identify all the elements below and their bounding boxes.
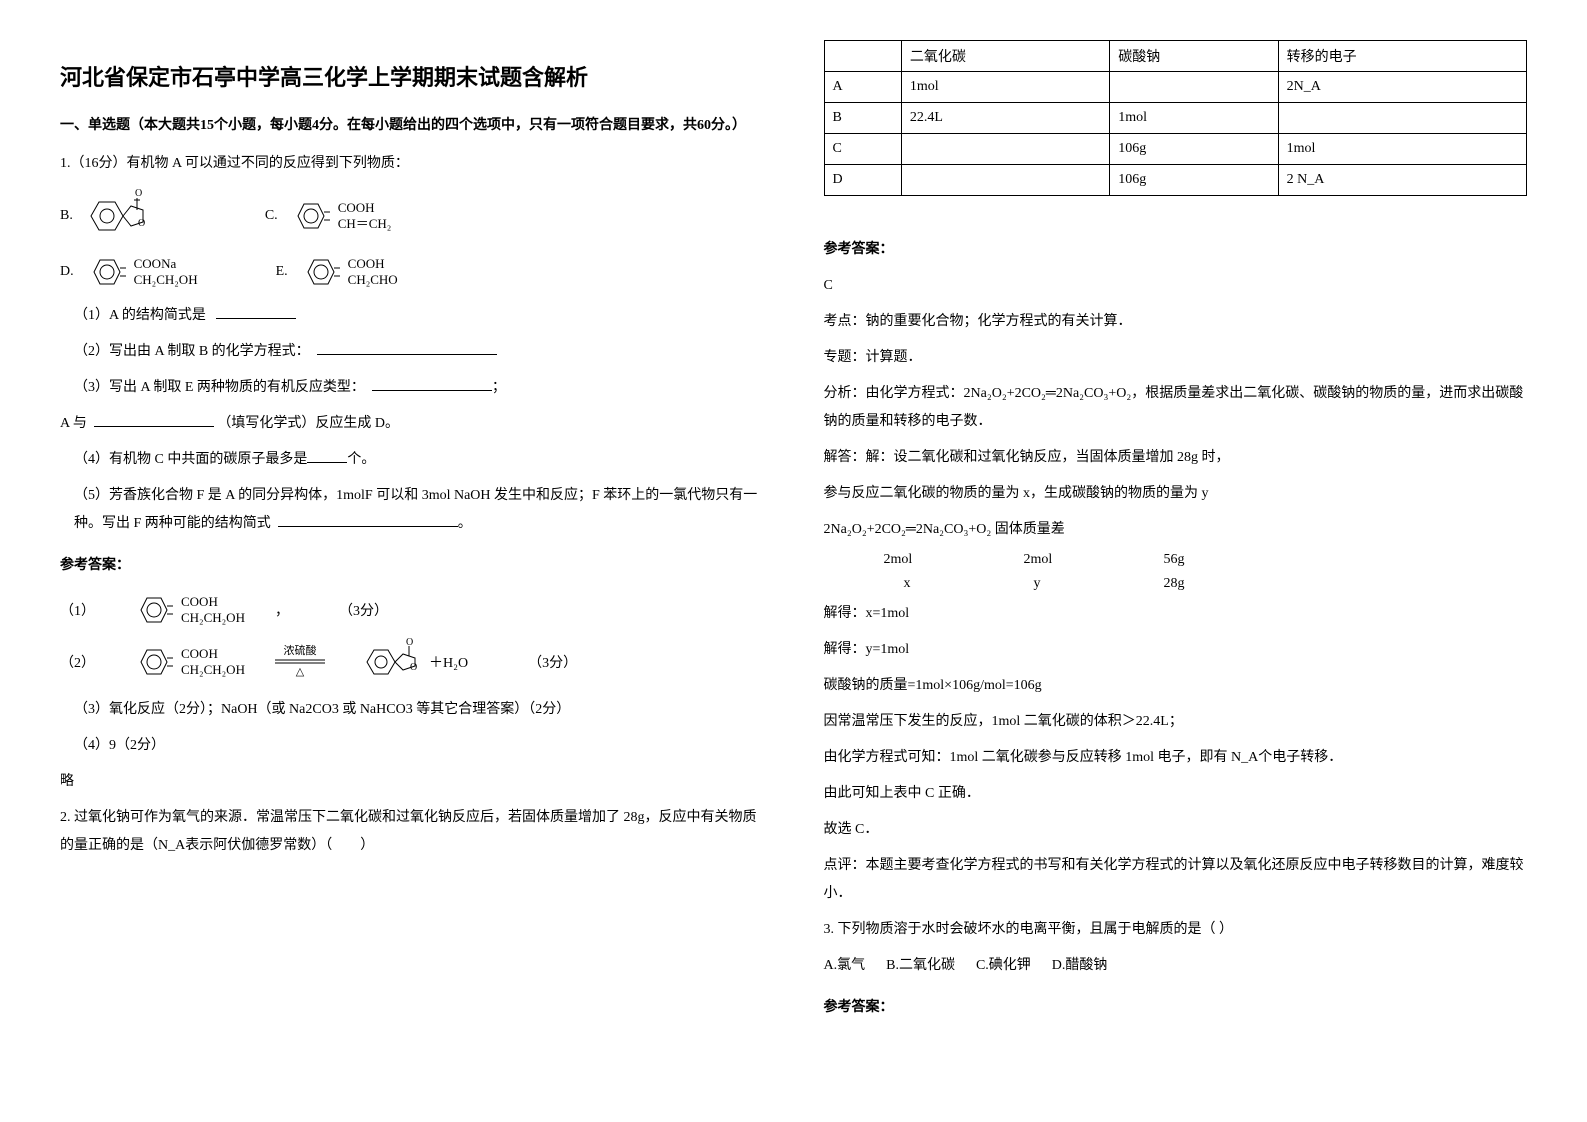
q3-text: 3. 下列物质溶于水时会破坏水的电离平衡，且属于电解质的是（ ） <box>824 916 1528 944</box>
jiedai-intro: 解答：解：设二氧化碳和过氧化钠反应，当固体质量增加 28g 时， <box>824 444 1528 472</box>
mass-calc: 碳酸钠的质量=1mol×106g/mol=106g <box>824 672 1528 700</box>
answer-omit: 略 <box>60 768 764 796</box>
q1-sub2: （2）写出由 A 制取 B 的化学方程式： <box>74 338 764 366</box>
page-title: 河北省保定市石亭中学高三化学上学期期末试题含解析 <box>60 60 764 92</box>
fenxi: 分析：由化学方程式：2Na₂O₂+2CO₂═2Na₂CO₃+O₂，根据质量差求出… <box>824 380 1528 436</box>
table-cell: 1mol <box>1110 103 1278 134</box>
svg-text:O: O <box>410 662 417 673</box>
q1-intro: 1.（16分）有机物 A 可以通过不同的反应得到下列物质： <box>60 150 764 178</box>
blank-fill <box>278 512 458 527</box>
structures-row-1: B. O O C. <box>60 186 764 246</box>
blank-fill <box>372 376 492 391</box>
jiedai-eq: 2Na₂O₂+2CO₂═2Na₂CO₃+O₂ 固体质量差 <box>824 516 1528 544</box>
table-cell: 2N_A <box>1278 72 1526 103</box>
table-cell <box>824 41 901 72</box>
table-row: C 106g 1mol <box>824 134 1527 165</box>
table-cell: 106g <box>1110 165 1278 196</box>
table-row: 二氧化碳 碳酸钠 转移的电子 <box>824 41 1527 72</box>
solve-y: 解得：y=1mol <box>824 636 1528 664</box>
table-cell <box>1110 72 1278 103</box>
table-cell: 2 N_A <box>1278 165 1526 196</box>
answer-letter: C <box>824 272 1528 300</box>
section-1-heading: 一、单选题（本大题共15个小题，每小题4分。在每小题给出的四个选项中，只有一项符… <box>60 112 764 140</box>
table-cell: 二氧化碳 <box>901 41 1109 72</box>
benzene-ring-icon <box>129 588 173 632</box>
svg-text:O: O <box>138 218 145 229</box>
table-cell: 碳酸钠 <box>1110 41 1278 72</box>
table-cell: C <box>824 134 901 165</box>
blank-fill <box>216 304 296 319</box>
d-substituents: COONa CH₂CH₂OH <box>134 256 198 287</box>
structure-d: D. COONa CH₂CH₂OH <box>60 250 198 294</box>
table-cell: 1mol <box>1278 134 1526 165</box>
table-cell: A <box>824 72 901 103</box>
q3-options: A.氯气 B.二氧化碳 C.碘化钾 D.醋酸钠 <box>824 952 1528 980</box>
q1-sub5: （5）芳香族化合物 F 是 A 的同分异构体，1molF 可以和 3mol Na… <box>74 482 764 538</box>
final-pick: 故选 C． <box>824 816 1528 844</box>
zhuanti: 专题：计算题． <box>824 344 1528 372</box>
q2-text: 2. 过氧化钠可作为氧气的来源．常温常压下二氧化碳和过氧化钠反应后，若固体质量增… <box>60 804 764 860</box>
svg-text:O: O <box>135 188 142 199</box>
table-cell <box>901 165 1109 196</box>
structure-e: E. COOH CH₂CHO <box>276 250 398 294</box>
benzene-fused-icon: O O <box>359 636 421 688</box>
conclusion: 由此可知上表中 C 正确． <box>824 780 1528 808</box>
blank-fill <box>94 412 214 427</box>
q1-sub3b: A 与 （填写化学式）反应生成 D。 <box>60 410 764 438</box>
reaction-arrow: 浓硫酸 △ <box>275 646 325 678</box>
benzene-ring-icon <box>296 250 340 294</box>
kaodian: 考点：钠的重要化合物；化学方程式的有关计算． <box>824 308 1528 336</box>
ref-answer-heading-3: 参考答案： <box>824 994 1528 1022</box>
table-cell <box>1278 103 1526 134</box>
structure-b: B. O O <box>60 186 155 246</box>
answer-2: （2） COOH CH₂CH₂OH 浓硫酸 △ O <box>60 636 764 688</box>
c-substituents: COOH CH＝CH₂ <box>338 200 392 231</box>
svg-text:O: O <box>406 637 413 648</box>
answer-4: （4）9（2分） <box>74 732 764 760</box>
dianping: 点评：本题主要考查化学方程式的书写和有关化学方程式的计算以及氧化还原反应中电子转… <box>824 852 1528 908</box>
table-cell: B <box>824 103 901 134</box>
benzene-ring-icon <box>82 250 126 294</box>
ans2-reactant-sub: COOH CH₂CH₂OH <box>181 646 245 677</box>
solve-x: 解得：x=1mol <box>824 600 1528 628</box>
structure-c: C. COOH CH＝CH₂ <box>265 194 392 238</box>
table-cell: 1mol <box>901 72 1109 103</box>
benzene-ring-icon <box>286 194 330 238</box>
blank-fill <box>317 340 497 355</box>
table-cell <box>901 134 1109 165</box>
right-column: 二氧化碳 碳酸钠 转移的电子 A 1mol 2N_A B 22.4L 1mol … <box>824 40 1528 1030</box>
table-row: B 22.4L 1mol <box>824 103 1527 134</box>
blank-fill <box>307 448 347 463</box>
calc-row-2: x y 28g <box>884 576 1528 592</box>
table-row: A 1mol 2N_A <box>824 72 1527 103</box>
table-cell: D <box>824 165 901 196</box>
q2-options-table: 二氧化碳 碳酸钠 转移的电子 A 1mol 2N_A B 22.4L 1mol … <box>824 40 1528 196</box>
benzene-fused-icon: O O <box>81 186 151 246</box>
q1-sub4: （4）有机物 C 中共面的碳原子最多是个。 <box>74 446 764 474</box>
calc-row-1: 2mol 2mol 56g <box>884 552 1528 568</box>
table-cell: 转移的电子 <box>1278 41 1526 72</box>
volume-note: 因常温常压下发生的反应，1mol 二氧化碳的体积＞22.4L； <box>824 708 1528 736</box>
table-cell: 22.4L <box>901 103 1109 134</box>
e-substituents: COOH CH₂CHO <box>348 256 398 287</box>
q1-sub1: （1）A 的结构简式是 <box>74 302 764 330</box>
table-row: D 106g 2 N_A <box>824 165 1527 196</box>
electron-note: 由化学方程式可知：1mol 二氧化碳参与反应转移 1mol 电子，即有 N_A个… <box>824 744 1528 772</box>
left-column: 河北省保定市石亭中学高三化学上学期期末试题含解析 一、单选题（本大题共15个小题… <box>60 40 764 1030</box>
ans1-substituents: COOH CH₂CH₂OH <box>181 594 245 625</box>
ref-answer-heading: 参考答案： <box>60 552 764 580</box>
q1-sub3: （3）写出 A 制取 E 两种物质的有机反应类型： ； <box>74 374 764 402</box>
jiedai-line2: 参与反应二氧化碳的物质的量为 x，生成碳酸钠的物质的量为 y <box>824 480 1528 508</box>
benzene-ring-icon <box>129 640 173 684</box>
answer-1: （1） COOH CH₂CH₂OH ， （3分） <box>60 588 764 632</box>
ref-answer-heading-2: 参考答案： <box>824 236 1528 264</box>
answer-3: （3）氧化反应（2分）；NaOH（或 Na2CO3 或 NaHCO3 等其它合理… <box>74 696 764 724</box>
table-cell: 106g <box>1110 134 1278 165</box>
structures-row-2: D. COONa CH₂CH₂OH E. <box>60 250 764 294</box>
